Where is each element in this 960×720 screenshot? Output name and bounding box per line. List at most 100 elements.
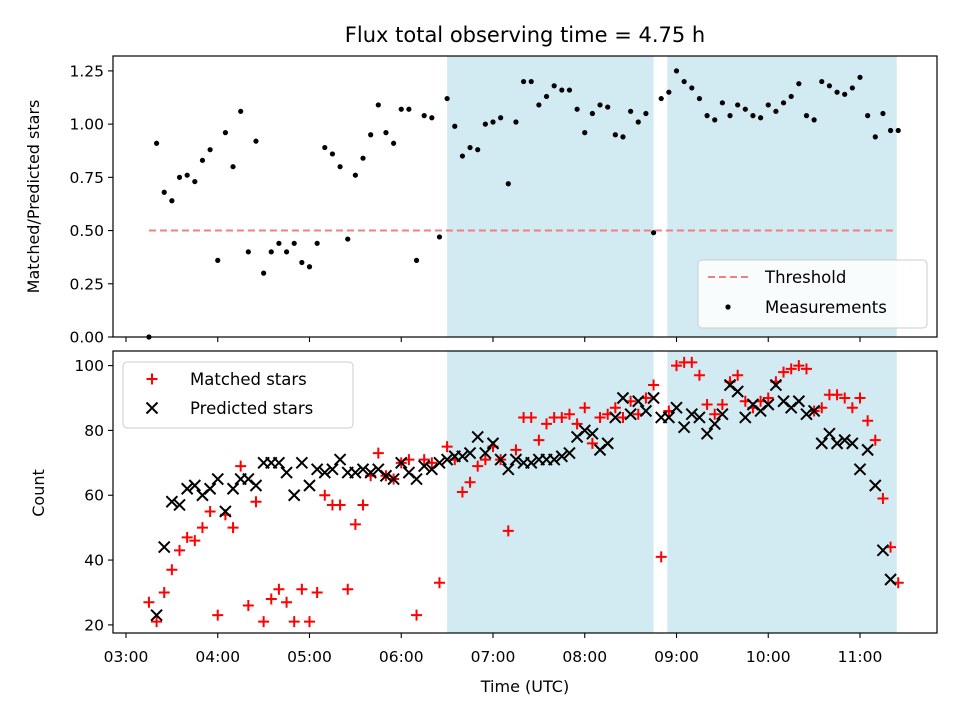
- predicted-stars-point: [356, 463, 370, 476]
- top-legend: Threshold Measurements: [697, 259, 928, 329]
- measurement-point: [215, 257, 221, 263]
- measurement-point: [566, 87, 573, 93]
- measurement-point: [650, 230, 657, 236]
- predicted-stars-point: [616, 391, 630, 405]
- predicted-stars-point: [479, 446, 492, 460]
- predicted-stars-point: [364, 466, 377, 479]
- predicted-stars-point: [830, 437, 844, 450]
- predicted-stars-point: [280, 466, 293, 479]
- top-legend-box: [697, 259, 928, 329]
- ratio-panel: 0.00 0.25 0.50 0.75 1.00 1.25 Matched/Predict…: [24, 55, 938, 347]
- measurement-point: [169, 198, 175, 204]
- matched-stars-point: [716, 398, 728, 410]
- matched-stars-point: [166, 564, 178, 576]
- x-tick-label: 05:00: [287, 648, 332, 666]
- bottom-x-axis: 03:00 04:00 05:00 06:00 07:00 08:00 09:00 10:00…: [104, 633, 882, 666]
- matched-stars-point: [479, 454, 491, 466]
- bottom-y-axis-label: Count: [29, 469, 48, 517]
- predicted-stars-point: [219, 505, 232, 518]
- predicted-stars-point: [158, 540, 171, 554]
- predicted-stars-point: [547, 453, 561, 466]
- measurement-point: [398, 106, 404, 112]
- matched-stars-point: [204, 505, 216, 517]
- matched-stars-point: [372, 447, 384, 459]
- predicted-stars-point: [670, 401, 683, 414]
- predicted-stars-series: [151, 380, 897, 622]
- predicted-stars-point: [693, 411, 706, 424]
- measurement-point: [681, 78, 687, 85]
- measurement-point: [490, 119, 496, 125]
- matched-stars-point: [357, 499, 369, 511]
- matched-legend-label: Matched stars: [190, 370, 307, 389]
- predicted-stars-point: [861, 443, 874, 457]
- predicted-stars-point: [303, 479, 316, 492]
- bottom-y-axis: 20 40 60 80 100: [74, 357, 113, 634]
- predicted-stars-point: [555, 450, 569, 463]
- matched-stars-point: [533, 434, 545, 446]
- measurement-point: [268, 249, 274, 255]
- predicted-stars-point: [739, 411, 752, 424]
- matched-stars-point: [609, 402, 621, 414]
- measurement-point: [803, 113, 810, 119]
- measurement-point: [796, 81, 802, 87]
- matched-stars-point: [441, 441, 453, 453]
- matched-stars-point: [196, 522, 208, 534]
- matched-stars-point: [510, 444, 522, 456]
- measurement-point: [153, 140, 160, 146]
- matched-stars-point: [227, 522, 239, 534]
- predicted-stars-point: [463, 446, 477, 460]
- predicted-stars-point: [226, 482, 240, 495]
- predicted-stars-point: [624, 407, 637, 421]
- y-tick-label: 80: [84, 422, 104, 440]
- measurement-point: [895, 127, 901, 134]
- predicted-stars-point: [815, 437, 828, 450]
- matched-stars-point: [212, 609, 224, 621]
- measurement-point: [887, 127, 894, 134]
- observing-span: [667, 351, 897, 633]
- measurement-point: [276, 240, 282, 246]
- measurement-point: [773, 108, 779, 114]
- measurement-point: [383, 130, 389, 136]
- predicted-stars-point: [326, 463, 339, 476]
- measurement-point: [605, 104, 611, 110]
- matched-stars-point: [541, 418, 553, 430]
- predicted-stars-point: [349, 466, 362, 479]
- measurement-point: [597, 102, 603, 108]
- x-tick-label: 06:00: [379, 648, 424, 666]
- matched-stars-point: [839, 392, 851, 404]
- measurement-point: [643, 110, 649, 117]
- measurement-point: [452, 123, 458, 129]
- measurement-point: [161, 189, 167, 195]
- matched-stars-point: [648, 379, 660, 391]
- matched-legend-swatch: [146, 373, 158, 385]
- matched-stars-point: [686, 356, 698, 368]
- predicted-stars-point: [716, 407, 729, 421]
- measurement-point: [406, 106, 412, 112]
- measurement-point: [742, 106, 748, 112]
- measurement-point: [360, 155, 366, 161]
- threshold-legend-label: Threshold: [764, 268, 846, 287]
- predicted-stars-point: [203, 482, 217, 495]
- predicted-stars-point: [310, 463, 324, 476]
- measurement-point: [696, 95, 703, 102]
- predicted-stars-point: [677, 420, 691, 434]
- matched-stars-point: [158, 586, 170, 598]
- measurement-point: [261, 270, 267, 276]
- measurement-point: [635, 119, 641, 125]
- measurement-point: [689, 85, 695, 91]
- measurement-point: [857, 74, 863, 80]
- y-tick-label: 1.25: [69, 62, 104, 80]
- measurement-point: [421, 113, 427, 119]
- top-y-axis: 0.00 0.25 0.50 0.75 1.00 1.25: [69, 62, 113, 347]
- predicted-stars-point: [838, 433, 851, 447]
- matched-stars-point: [342, 583, 354, 595]
- matched-stars-point: [594, 411, 606, 423]
- measurement-point: [230, 164, 236, 170]
- measurement-point: [528, 78, 534, 85]
- predicted-stars-point: [410, 472, 423, 486]
- measurement-point: [283, 249, 290, 255]
- predicted-stars-point: [180, 482, 194, 495]
- measurement-point: [758, 115, 764, 121]
- measurement-point: [872, 134, 878, 140]
- predicted-stars-point: [792, 395, 806, 408]
